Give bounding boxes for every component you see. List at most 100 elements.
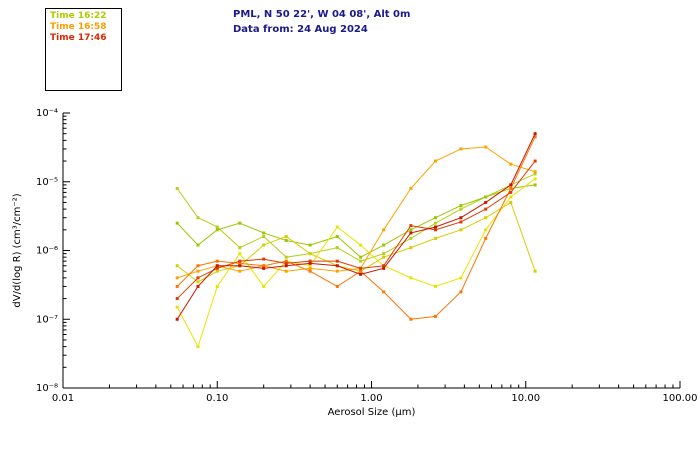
series-marker bbox=[335, 259, 339, 263]
series-marker bbox=[359, 243, 363, 247]
series-marker bbox=[262, 231, 266, 235]
series-marker bbox=[359, 255, 363, 259]
series-marker bbox=[509, 183, 513, 187]
series-marker bbox=[359, 269, 363, 273]
series-marker bbox=[262, 243, 266, 247]
series-marker bbox=[484, 216, 488, 220]
series-marker bbox=[409, 246, 413, 250]
header-date-line: Data from: 24 Aug 2024 bbox=[233, 24, 368, 35]
series-marker bbox=[533, 170, 537, 174]
series-marker bbox=[459, 290, 463, 294]
series-marker bbox=[459, 204, 463, 208]
series-marker bbox=[434, 228, 438, 232]
series-marker bbox=[335, 234, 339, 238]
series-marker bbox=[459, 216, 463, 220]
series-marker bbox=[533, 132, 537, 136]
series-marker bbox=[335, 264, 339, 268]
series-marker bbox=[196, 243, 200, 247]
series-marker bbox=[509, 186, 513, 190]
series-marker bbox=[196, 269, 200, 273]
series-marker bbox=[382, 290, 386, 294]
y-tick-label: 10⁻⁸ bbox=[36, 383, 58, 394]
series-marker bbox=[484, 145, 488, 149]
series-marker bbox=[175, 317, 179, 321]
series-line-7 bbox=[176, 160, 536, 299]
series-marker bbox=[175, 284, 179, 288]
series-marker bbox=[262, 257, 266, 261]
series-marker bbox=[262, 266, 266, 270]
series-marker bbox=[175, 276, 179, 280]
series-marker bbox=[484, 228, 488, 232]
series-marker bbox=[382, 266, 386, 270]
series-marker bbox=[215, 266, 219, 270]
series-marker bbox=[335, 225, 339, 229]
series-line-6 bbox=[176, 136, 536, 320]
series-marker bbox=[409, 236, 413, 240]
series-marker bbox=[409, 186, 413, 190]
series-marker bbox=[459, 220, 463, 224]
series-marker bbox=[509, 200, 513, 204]
series-marker bbox=[284, 269, 288, 273]
series-marker bbox=[509, 195, 513, 199]
series-marker bbox=[459, 228, 463, 232]
series-marker bbox=[509, 162, 513, 166]
series-marker bbox=[335, 246, 339, 250]
series-marker bbox=[308, 264, 312, 268]
series-line-2 bbox=[176, 184, 536, 258]
y-tick-label: 10⁻⁶ bbox=[36, 246, 58, 257]
series-marker bbox=[238, 269, 242, 273]
series-marker bbox=[284, 261, 288, 265]
series-marker bbox=[284, 259, 288, 263]
series-marker bbox=[175, 297, 179, 301]
series-marker bbox=[284, 264, 288, 268]
series-marker bbox=[308, 243, 312, 247]
series-marker bbox=[382, 255, 386, 259]
series-marker bbox=[382, 228, 386, 232]
series-marker bbox=[459, 207, 463, 211]
series-marker bbox=[359, 259, 363, 263]
series-marker bbox=[215, 269, 219, 273]
series-marker bbox=[262, 234, 266, 238]
x-tick-label: 1.00 bbox=[360, 393, 382, 404]
series-marker bbox=[196, 345, 200, 349]
series-marker bbox=[409, 317, 413, 321]
y-tick-label: 10⁻⁴ bbox=[36, 108, 58, 119]
legend-box: Time 16:22 Time 16:58 Time 17:46 bbox=[45, 8, 122, 91]
series-marker bbox=[533, 177, 537, 181]
series-marker bbox=[509, 190, 513, 194]
series-line-1 bbox=[176, 173, 536, 262]
header-location-line: PML, N 50 22', W 04 08', Alt 0m bbox=[233, 9, 411, 20]
series-marker bbox=[434, 236, 438, 240]
legend-entry: Time 16:58 bbox=[50, 22, 107, 32]
series-marker bbox=[284, 238, 288, 242]
y-tick-label: 10⁻⁷ bbox=[36, 314, 58, 325]
legend-entry: Time 17:46 bbox=[50, 33, 107, 43]
series-marker bbox=[175, 305, 179, 309]
series-marker bbox=[484, 207, 488, 211]
series-marker bbox=[215, 225, 219, 229]
series-marker bbox=[215, 264, 219, 268]
series-marker bbox=[175, 264, 179, 268]
series-marker bbox=[533, 269, 537, 273]
series-marker bbox=[382, 252, 386, 256]
x-tick-label: 0.10 bbox=[206, 393, 228, 404]
legend-entry: Time 16:22 bbox=[50, 11, 107, 21]
series-marker bbox=[382, 264, 386, 268]
series-marker bbox=[215, 228, 219, 232]
series-marker bbox=[308, 252, 312, 256]
series-line-8 bbox=[176, 133, 536, 320]
series-marker bbox=[284, 234, 288, 238]
series-marker bbox=[409, 228, 413, 232]
series-marker bbox=[308, 269, 312, 273]
series-marker bbox=[308, 259, 312, 263]
series-marker bbox=[484, 200, 488, 204]
series-marker bbox=[196, 280, 200, 284]
series-marker bbox=[238, 259, 242, 263]
series-marker bbox=[409, 224, 413, 228]
x-axis-title: Aerosol Size (μm) bbox=[328, 407, 416, 418]
series-marker bbox=[533, 183, 537, 187]
series-marker bbox=[459, 147, 463, 151]
series-marker bbox=[434, 221, 438, 225]
series-marker bbox=[533, 159, 537, 163]
series-marker bbox=[434, 216, 438, 220]
